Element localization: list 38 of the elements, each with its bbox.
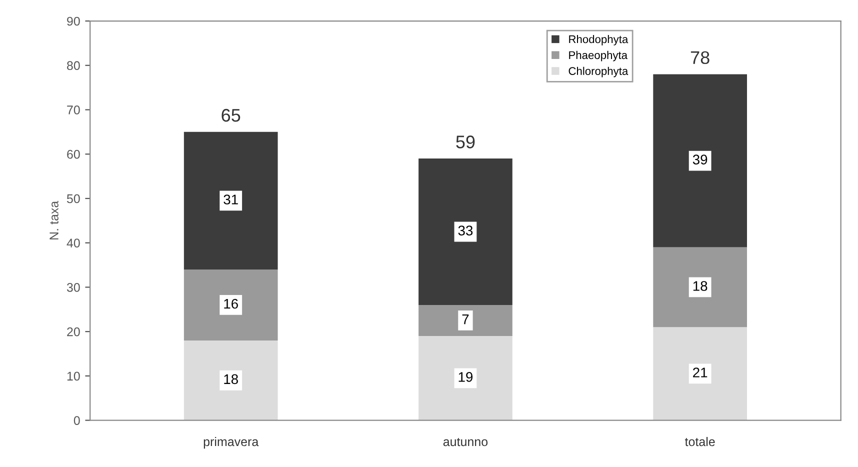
data-label: 18: [224, 374, 238, 384]
legend-label: Rhodophyta: [569, 35, 628, 46]
legend-label: Phaeophyta: [569, 50, 628, 62]
bar: [418, 304, 512, 336]
total-label: 65: [222, 108, 240, 122]
y-tick-label: 10: [67, 372, 80, 381]
data-label: 39: [692, 154, 708, 164]
y-axis-title: N. taxa: [50, 200, 58, 240]
data-label: 7: [462, 314, 469, 324]
bar: [184, 340, 278, 420]
x-tick-label: primavera: [204, 436, 259, 449]
data-label: 18: [693, 281, 708, 291]
y-tick-label: 70: [67, 106, 80, 114]
y-tick-label: 60: [67, 150, 80, 159]
data-label: 21: [693, 368, 708, 378]
data-label: 31: [224, 194, 238, 204]
y-tick-label: 0: [74, 416, 80, 425]
y-tick-label: 20: [67, 327, 80, 336]
data-label: 33: [458, 226, 473, 236]
x-tick-label: totale: [684, 436, 715, 446]
bar: [653, 327, 747, 420]
legend-label: Chlorophyta: [568, 66, 628, 78]
bar: [653, 247, 747, 328]
total-label: 78: [690, 51, 710, 64]
bar: [184, 132, 278, 270]
y-tick-label: 40: [66, 238, 80, 248]
x-tick-label: autunno: [443, 438, 488, 446]
bar: [653, 74, 747, 248]
bar: [418, 336, 512, 420]
y-tick-label: 30: [66, 283, 80, 292]
y-tick-label: 50: [66, 194, 80, 204]
bar: [418, 158, 512, 305]
y-tick-label: 90: [67, 16, 80, 26]
total-label: 59: [456, 136, 475, 148]
data-label: 19: [458, 372, 473, 382]
data-label: 16: [224, 298, 238, 309]
y-tick-label: 80: [67, 61, 80, 70]
bar: [184, 269, 278, 340]
